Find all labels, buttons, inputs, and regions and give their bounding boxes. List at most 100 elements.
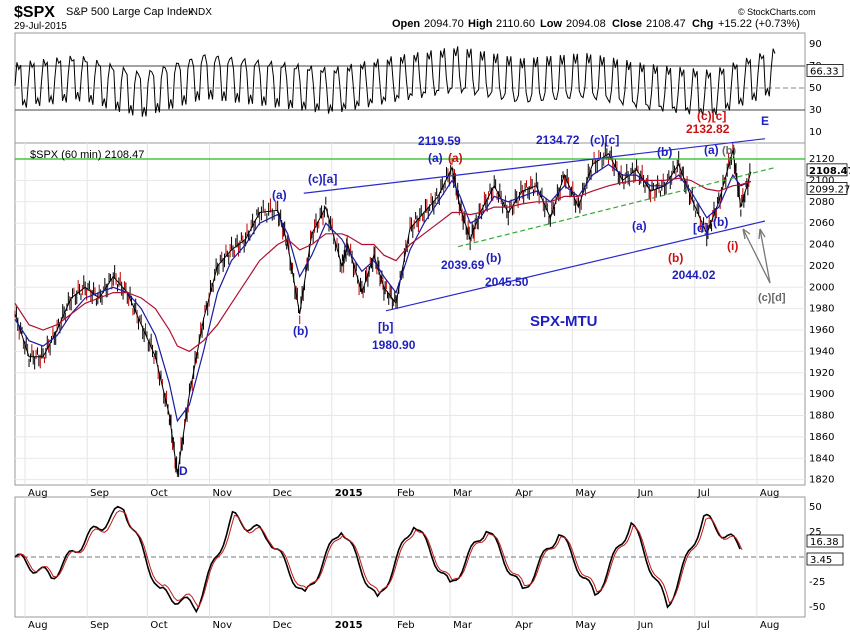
x-tick-label: Jun bbox=[637, 488, 654, 499]
price-y-tick: 2040 bbox=[809, 240, 834, 251]
wave-annotation: (a) bbox=[428, 151, 443, 165]
wave-annotation: E bbox=[761, 114, 769, 128]
top-y-tick: 10 bbox=[809, 127, 822, 138]
x-tick-label-bottom: Oct bbox=[150, 620, 167, 631]
x-tick-label: Dec bbox=[273, 488, 292, 499]
price-line bbox=[14, 150, 752, 475]
lower-channel-line bbox=[385, 220, 766, 312]
x-tick-label: Oct bbox=[150, 488, 167, 499]
x-tick-label-bottom: Feb bbox=[397, 620, 415, 631]
price-y-tick: 1820 bbox=[809, 475, 834, 486]
chg-label: Chg bbox=[692, 18, 713, 30]
low-label: Low bbox=[540, 18, 562, 30]
wave-annotation: 2119.59 bbox=[418, 134, 461, 148]
wave-annotation: [b] bbox=[378, 320, 393, 334]
upper-channel-line bbox=[303, 138, 765, 194]
price-label-box bbox=[806, 182, 848, 195]
ma-fast-line bbox=[14, 163, 752, 423]
high-value: 2110.60 bbox=[496, 18, 535, 30]
x-tick-label-bottom: Aug bbox=[760, 620, 780, 631]
bottom-y-tick: 25 bbox=[809, 527, 822, 538]
oscillator-last-value: 16.38 bbox=[810, 537, 839, 548]
bottom-y-tick: 50 bbox=[809, 502, 822, 513]
wave-annotation: (b) bbox=[293, 324, 308, 338]
x-tick-label: Apr bbox=[515, 488, 533, 499]
price-y-tick: 1920 bbox=[809, 368, 834, 379]
price-label-box bbox=[806, 163, 848, 177]
chg-value: +15.22 (+0.73%) bbox=[718, 18, 800, 30]
price-legend: $SPX (60 min) 2108.47 bbox=[30, 149, 144, 161]
price-y-tick: 1980 bbox=[809, 304, 834, 315]
wave-annotation: (b) bbox=[657, 145, 672, 159]
price-y-tick: 2000 bbox=[809, 282, 834, 293]
price-y-tick: 2060 bbox=[809, 218, 834, 229]
x-tick-label-bottom: Dec bbox=[273, 620, 292, 631]
ticker-name: S&P 500 Large Cap Index bbox=[66, 6, 194, 18]
x-tick-label-bottom: Aug bbox=[28, 620, 48, 631]
wave-annotation: 2045.50 bbox=[485, 275, 529, 289]
projection-arrow bbox=[742, 228, 771, 284]
wave-annotation: (c)[c] bbox=[697, 109, 726, 123]
ticker-symbol: $SPX bbox=[14, 4, 55, 21]
top-last-value-box bbox=[806, 64, 844, 77]
top-y-tick: 90 bbox=[809, 39, 822, 50]
price-panel-frame bbox=[14, 142, 806, 486]
wave-annotation: (c)[a] bbox=[308, 172, 337, 186]
x-tick-label: Nov bbox=[212, 488, 232, 499]
wave-annotation: 2132.82 bbox=[686, 122, 730, 136]
chart-title: SPX-MTU bbox=[530, 313, 598, 330]
wave-annotation: (c)[d] bbox=[758, 292, 786, 304]
x-tick-label: Feb bbox=[397, 488, 415, 499]
x-tick-label-bottom: May bbox=[575, 620, 596, 631]
top-indicator-line bbox=[14, 46, 776, 117]
bottom-y-tick: -50 bbox=[809, 602, 825, 613]
x-tick-label: Aug bbox=[28, 488, 48, 499]
x-tick-label: Mar bbox=[453, 488, 473, 499]
x-tick-label: Jul bbox=[697, 488, 710, 499]
projection-arrow bbox=[758, 228, 771, 284]
x-tick-label-bottom: Apr bbox=[515, 620, 533, 631]
bottom-y-tick: -25 bbox=[809, 577, 825, 588]
price-y-tick: 2100 bbox=[809, 175, 834, 186]
price-y-tick: 1860 bbox=[809, 432, 834, 443]
wave-annotation: (b) bbox=[722, 145, 736, 157]
dashed-trend-line bbox=[457, 166, 776, 248]
oscillator-value-box bbox=[806, 552, 844, 566]
open-value: 2094.70 bbox=[424, 18, 464, 30]
wave-annotation: [d] bbox=[693, 221, 708, 235]
x-tick-label-bottom: Mar bbox=[453, 620, 473, 631]
low-value: 2094.08 bbox=[566, 18, 606, 30]
top-y-tick: 30 bbox=[809, 105, 822, 116]
oscillator-last-value: 3.45 bbox=[810, 555, 832, 566]
wave-annotation: 2039.69 bbox=[441, 258, 485, 272]
wave-annotation: (a) bbox=[448, 151, 463, 165]
price-last-label: 2099.27 bbox=[809, 184, 850, 195]
top-last-value: 66.33 bbox=[810, 66, 839, 77]
x-tick-label-bottom: Sep bbox=[90, 620, 109, 631]
wave-annotation: (a) bbox=[272, 188, 287, 202]
wave-annotation: (b) bbox=[668, 251, 683, 265]
price-y-tick: 2120 bbox=[809, 154, 834, 165]
price-y-tick: 1960 bbox=[809, 325, 834, 336]
wave-annotation: (c)[c] bbox=[590, 133, 619, 147]
ma-slow-line bbox=[14, 177, 752, 353]
price-y-tick: 1880 bbox=[809, 411, 834, 422]
wave-annotation: 2134.72 bbox=[536, 133, 580, 147]
wave-annotation: (b) bbox=[713, 215, 728, 229]
price-y-tick: 1900 bbox=[809, 389, 834, 400]
x-tick-label: Sep bbox=[90, 488, 109, 499]
x-tick-label: Aug bbox=[760, 488, 780, 499]
wave-annotation: 2044.02 bbox=[672, 268, 716, 282]
top-y-tick: 50 bbox=[809, 83, 822, 94]
exchange-label: INDX bbox=[188, 7, 212, 18]
x-tick-label: 2015 bbox=[335, 488, 363, 499]
x-tick-label-bottom: Jul bbox=[697, 620, 710, 631]
oscillator-line bbox=[14, 505, 741, 614]
brand-label: © StockCharts.com bbox=[738, 7, 816, 17]
high-label: High bbox=[468, 18, 493, 30]
price-y-tick: 2020 bbox=[809, 261, 834, 272]
close-value: 2108.47 bbox=[646, 18, 686, 30]
x-tick-label: May bbox=[575, 488, 596, 499]
wave-annotation: (a) bbox=[632, 219, 647, 233]
